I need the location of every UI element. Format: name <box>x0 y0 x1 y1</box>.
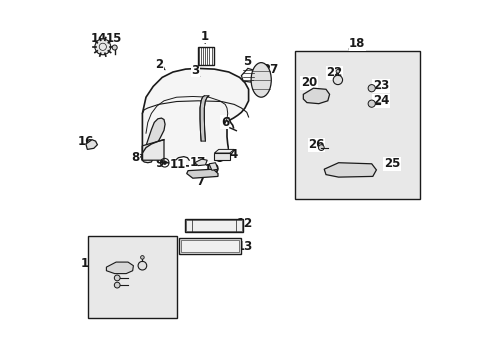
Polygon shape <box>195 159 207 166</box>
Circle shape <box>112 45 117 50</box>
Circle shape <box>95 39 111 55</box>
Circle shape <box>318 145 324 150</box>
Polygon shape <box>324 163 376 177</box>
Text: 11: 11 <box>169 158 185 171</box>
Polygon shape <box>215 149 234 153</box>
Text: 5: 5 <box>243 55 251 68</box>
Bar <box>198 47 215 65</box>
Polygon shape <box>143 118 165 163</box>
Bar <box>215 153 230 160</box>
Text: 27: 27 <box>262 63 278 76</box>
Text: 17: 17 <box>189 156 206 169</box>
Text: 23: 23 <box>104 274 121 287</box>
Circle shape <box>114 282 120 288</box>
Polygon shape <box>106 262 133 274</box>
Polygon shape <box>143 140 164 160</box>
Bar <box>88 236 176 318</box>
Text: 23: 23 <box>373 79 389 92</box>
Circle shape <box>163 161 167 165</box>
Bar <box>181 240 239 252</box>
Polygon shape <box>209 163 218 170</box>
Polygon shape <box>200 96 209 141</box>
Polygon shape <box>86 140 98 149</box>
Bar <box>295 51 419 199</box>
Text: 24: 24 <box>104 282 121 295</box>
Circle shape <box>333 75 343 85</box>
Polygon shape <box>143 68 248 166</box>
Bar <box>179 238 241 254</box>
Text: 21: 21 <box>113 247 129 260</box>
Circle shape <box>368 100 375 107</box>
Text: 14: 14 <box>91 32 107 45</box>
Text: 9: 9 <box>155 157 164 170</box>
Ellipse shape <box>251 63 271 97</box>
Text: 3: 3 <box>191 64 199 77</box>
Polygon shape <box>303 88 330 104</box>
Text: 18: 18 <box>349 37 366 50</box>
Text: 12: 12 <box>237 217 253 230</box>
Bar <box>186 220 242 231</box>
Text: 22: 22 <box>139 245 155 258</box>
Text: 24: 24 <box>373 94 389 107</box>
Text: 6: 6 <box>221 116 229 129</box>
Polygon shape <box>187 169 218 178</box>
Circle shape <box>336 69 340 73</box>
Text: 25: 25 <box>384 157 400 170</box>
Bar <box>185 219 243 232</box>
Text: 1: 1 <box>200 30 209 42</box>
Circle shape <box>114 275 120 281</box>
Text: 16: 16 <box>78 135 94 148</box>
Text: 13: 13 <box>237 240 253 253</box>
Text: 2: 2 <box>155 58 163 71</box>
Circle shape <box>368 85 375 92</box>
Text: 26: 26 <box>308 138 324 151</box>
Text: 10: 10 <box>204 163 220 176</box>
Circle shape <box>141 256 144 259</box>
Text: 4: 4 <box>229 148 238 161</box>
Text: 19: 19 <box>80 257 97 270</box>
Text: 20: 20 <box>301 76 317 89</box>
Circle shape <box>138 261 147 270</box>
Text: 15: 15 <box>105 32 122 45</box>
Text: 7: 7 <box>196 175 204 188</box>
Polygon shape <box>242 68 255 82</box>
Text: 8: 8 <box>131 151 139 164</box>
Text: 22: 22 <box>326 66 343 79</box>
